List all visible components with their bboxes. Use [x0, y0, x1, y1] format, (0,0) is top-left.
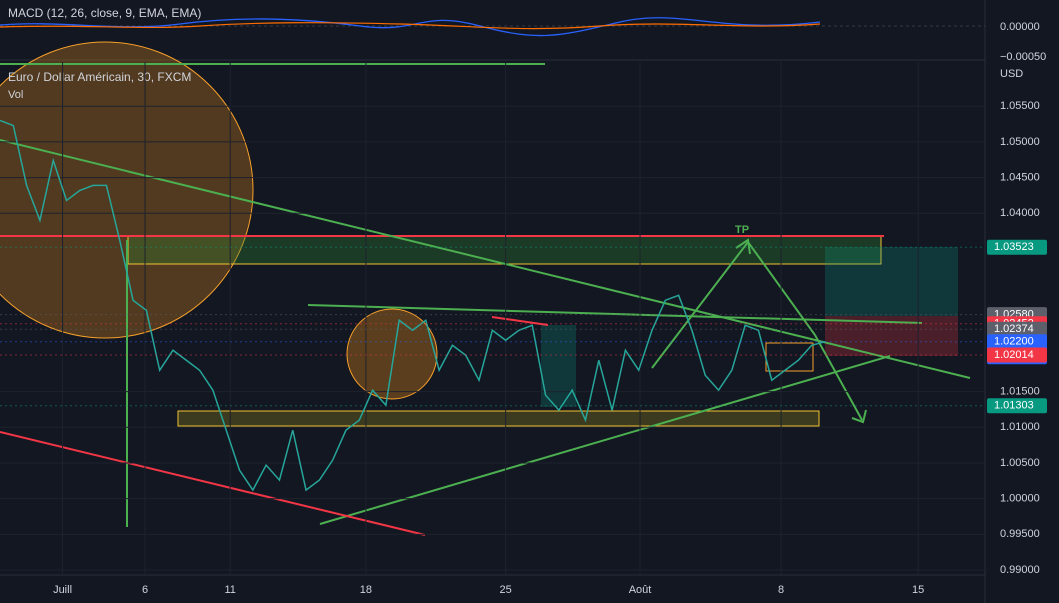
chart-subtitle: Vol: [8, 89, 23, 101]
x-tick-label: 15: [912, 584, 924, 596]
currency-label: USD: [1000, 68, 1023, 80]
indicator-tick: 0.00000: [1000, 21, 1040, 33]
circle-drawing: [346, 308, 438, 400]
x-tick-label: 25: [500, 584, 512, 596]
chart-title: Euro / Dollar Américain, 30, FXCM: [8, 70, 191, 84]
price-badge: [987, 239, 1047, 255]
y-tick-label: 0.99000: [1000, 564, 1040, 576]
x-tick-label: Juill: [53, 584, 72, 596]
y-tick-label: 1.01000: [1000, 421, 1040, 433]
trend-line: [0, 431, 426, 536]
position-zone: [541, 325, 576, 407]
trend-line: [307, 304, 923, 324]
annotation: TP: [735, 224, 749, 236]
price-badge-label: 1.02200: [994, 336, 1034, 348]
macd-line: [0, 17, 821, 37]
target-zone: [825, 247, 958, 316]
x-tick-label: 6: [142, 584, 148, 596]
price-badge-label: 1.02014: [994, 349, 1034, 361]
trend-line: [491, 316, 549, 326]
price-badge: [987, 321, 1047, 337]
zone: [127, 235, 882, 265]
y-tick-label: 1.05500: [1000, 100, 1040, 112]
y-tick-label: 1.04000: [1000, 207, 1040, 219]
price-badge-label: 1.01303: [994, 400, 1034, 412]
price-badge-label: 1.03523: [994, 241, 1034, 253]
arrow-head: [735, 238, 867, 424]
x-tick-label: 8: [778, 584, 784, 596]
y-tick-label: 1.05000: [1000, 136, 1040, 148]
signal-line: [0, 22, 821, 30]
trend-line: [0, 139, 971, 379]
x-tick-label: 11: [224, 584, 235, 596]
indicator-tick: −0.00050: [1000, 51, 1046, 63]
price-badge: [987, 398, 1047, 414]
price-line: [0, 119, 826, 492]
trend-line: [319, 355, 891, 525]
price-badge-label: 1.02374: [994, 323, 1034, 335]
y-tick-label: 1.01500: [1000, 386, 1040, 398]
price-badge: [987, 347, 1047, 363]
y-tick-label: 1.00500: [1000, 457, 1040, 469]
x-tick-label: 18: [360, 584, 372, 596]
y-tick-label: 1.00000: [1000, 493, 1040, 505]
indicator-label: MACD (12, 26, close, 9, EMA, EMA): [8, 6, 201, 20]
y-tick-label: 0.99500: [1000, 528, 1040, 540]
y-tick-label: 1.04500: [1000, 171, 1040, 183]
x-tick-label: Août: [629, 584, 652, 596]
zone: [177, 410, 820, 427]
